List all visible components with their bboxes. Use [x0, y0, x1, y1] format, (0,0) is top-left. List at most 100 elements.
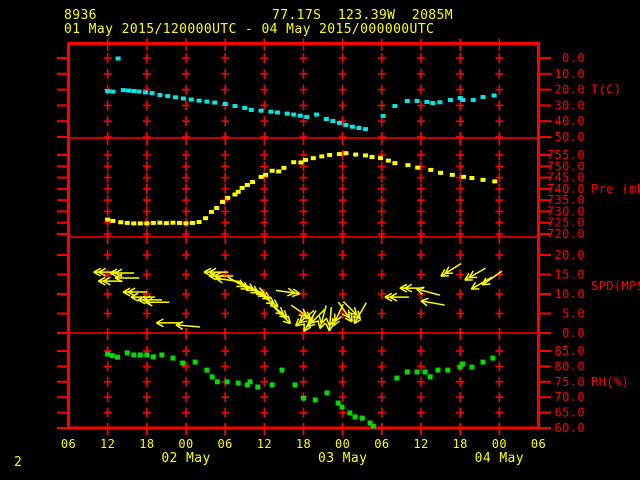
- temperature-point: [115, 56, 121, 61]
- svg-text:0.0: 0.0: [562, 51, 585, 65]
- temperature-point: [258, 108, 264, 113]
- temperature-point: [480, 95, 486, 100]
- pressure-point: [131, 221, 137, 226]
- svg-text:12: 12: [413, 437, 428, 451]
- pressure-point: [244, 183, 250, 188]
- wind-arrow: [144, 297, 170, 307]
- wind-arrow: [303, 310, 317, 332]
- svg-text:-10.0: -10.0: [547, 67, 585, 81]
- pressure-point: [460, 174, 466, 179]
- pressure-point: [369, 155, 375, 160]
- svg-text:-50.0: -50.0: [547, 130, 585, 144]
- pressure-point: [150, 220, 156, 225]
- pressure-point: [319, 154, 325, 159]
- pressure-point: [302, 157, 308, 162]
- relative_humidity-point: [255, 384, 261, 390]
- svg-text:06: 06: [218, 437, 233, 451]
- temperature-series: [105, 56, 497, 132]
- wind-arrow: [109, 268, 135, 278]
- svg-text:00: 00: [178, 437, 193, 451]
- temperature-point: [304, 114, 310, 119]
- pressure-point: [225, 195, 231, 200]
- page-number: 2: [14, 455, 22, 470]
- temperature-point: [323, 116, 329, 121]
- relative_humidity-point: [394, 375, 400, 381]
- temperature-point: [212, 100, 218, 105]
- wind-arrow: [93, 267, 118, 277]
- pressure-point: [170, 220, 176, 225]
- pressure-point: [118, 220, 124, 225]
- pressure-point: [220, 199, 226, 204]
- wind-arrow: [227, 276, 250, 290]
- relative_humidity-point: [137, 352, 143, 358]
- temperature-point: [242, 105, 248, 110]
- wind-arrow: [464, 267, 486, 281]
- relative_humidity-point: [445, 367, 451, 373]
- relative_humidity-point: [114, 354, 120, 360]
- wind-arrow: [294, 309, 315, 327]
- temperature-point: [131, 89, 137, 94]
- svg-text:-30.0: -30.0: [547, 98, 585, 112]
- temperature-point: [204, 99, 210, 104]
- pressure-point: [363, 153, 369, 158]
- svg-text:730.0: 730.0: [547, 204, 585, 218]
- svg-text:00: 00: [492, 437, 507, 451]
- time-period: 01 May 2015/120000UTC - 04 May 2015/0000…: [64, 22, 435, 37]
- temperature-point: [330, 119, 336, 124]
- temperature-point: [248, 107, 254, 112]
- pressure-point: [110, 218, 116, 223]
- svg-text:75.0: 75.0: [555, 375, 586, 389]
- wind-arrow: [470, 276, 493, 290]
- relative_humidity-point: [131, 352, 137, 358]
- relative_humidity-point: [324, 390, 330, 396]
- relative_humidity-series: [105, 350, 496, 429]
- temperature-point: [136, 89, 142, 94]
- wind-arrow: [481, 270, 503, 286]
- temperature-point: [392, 104, 398, 109]
- svg-text:12: 12: [100, 437, 115, 451]
- relative_humidity-point: [244, 382, 250, 388]
- temperature-point: [274, 110, 280, 115]
- station-location: 77.17S 123.39W 2085M: [272, 8, 453, 23]
- relative_humidity-point: [192, 359, 198, 365]
- wind-arrow: [272, 306, 292, 325]
- relative_humidity-point: [339, 404, 345, 410]
- svg-text:70.0: 70.0: [555, 390, 586, 404]
- relative_humidity-point: [292, 382, 298, 388]
- pressure-point: [438, 170, 444, 175]
- svg-text:SPD(MPS): SPD(MPS): [591, 279, 640, 293]
- wind-arrow: [275, 287, 301, 298]
- temperature-point: [297, 113, 303, 118]
- pressure-point: [385, 158, 391, 163]
- relative_humidity-point: [457, 364, 463, 370]
- wind-arrow: [156, 318, 181, 328]
- temperature-point: [120, 88, 126, 93]
- panel-relative_humidity: 85.080.0 75.070.0 65.060.0 RH(%): [57, 344, 629, 435]
- relative_humidity-point: [159, 352, 165, 358]
- relative_humidity-point: [124, 350, 130, 356]
- pressure-point: [157, 220, 163, 225]
- pressure-point: [353, 152, 359, 157]
- pressure-point: [428, 167, 434, 172]
- relative_humidity-point: [269, 382, 275, 388]
- relative_humidity-point: [404, 369, 410, 375]
- svg-text:12: 12: [257, 437, 272, 451]
- temperature-point: [314, 112, 320, 117]
- pressure-point: [327, 153, 333, 157]
- pressure-point: [239, 185, 245, 190]
- pressure-point: [203, 216, 209, 221]
- relative_humidity-point: [367, 420, 373, 426]
- relative_humidity-point: [490, 355, 496, 361]
- relative_humidity-point: [427, 374, 433, 380]
- temperature-point: [491, 93, 497, 98]
- relative_humidity-point: [370, 423, 376, 429]
- pressure-point: [214, 206, 220, 211]
- relative_humidity-point: [144, 352, 150, 358]
- svg-text:18: 18: [296, 437, 311, 451]
- pressure-point: [480, 177, 486, 182]
- temperature-point: [336, 120, 342, 125]
- temperature-point: [105, 89, 111, 94]
- pressure-point: [291, 160, 297, 165]
- relative_humidity-point: [312, 397, 318, 403]
